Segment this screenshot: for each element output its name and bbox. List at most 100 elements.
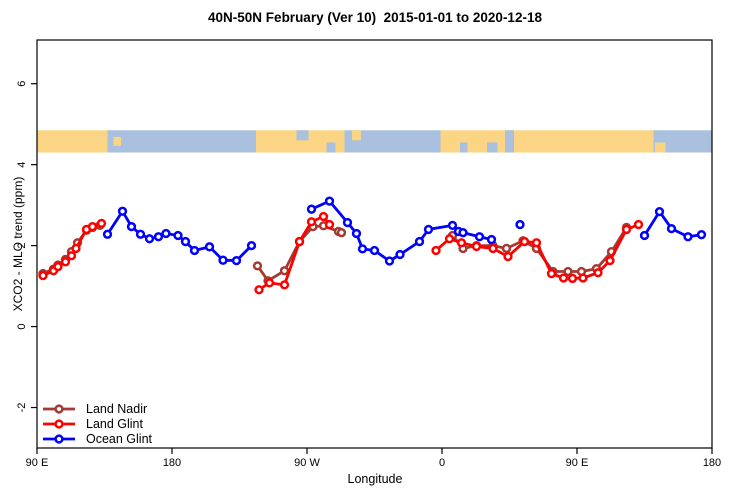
data-point-ocean-glint [231,255,242,266]
data-point-land-glint [444,234,455,244]
data-point-ocean-glint [173,230,183,241]
data-point-land-glint [431,245,441,256]
data-point-land-glint [456,238,467,248]
map-band-patch-ocean [296,130,309,141]
y-tick-label: -2 [16,403,28,413]
data-point-ocean-glint [474,232,485,242]
map-band-segment-ocean [653,130,712,153]
data-point-ocean-glint [218,255,228,265]
data-point-ocean-glint [324,196,335,206]
series-line-land-glint [435,223,640,280]
data-point-land-glint [488,243,498,254]
y-tick-label: 0 [16,324,28,330]
data-point-ocean-glint [126,221,137,232]
map-band-patch-ocean [505,130,514,153]
data-point-land-glint [87,221,98,232]
data-point-land-glint [294,236,305,247]
data-point-land-glint [567,273,578,284]
data-point-ocean-glint [666,223,677,234]
x-tick-label: 0 [439,457,445,469]
data-point-ocean-glint [683,232,693,242]
map-band-patch-ocean [487,142,498,153]
data-point-land-glint [66,251,77,261]
data-point-ocean-glint [351,228,362,239]
data-point-land-glint [593,268,603,278]
legend-marker-icon-ocean-glint [43,433,75,444]
data-point-land-glint [471,241,482,252]
data-point-ocean-glint [153,232,164,242]
data-point-land-nadir [501,243,512,254]
y-axis-label: XCO2 - MLO trend (ppm) [11,176,25,312]
legend-label-land-glint: Land Glint [86,416,143,431]
data-point-land-nadir [279,266,290,276]
map-band-segment-land [37,130,108,153]
data-point-ocean-glint [515,219,525,230]
y-tick-label: 6 [16,81,28,87]
data-point-ocean-glint [306,204,317,214]
data-point-land-glint [578,273,588,283]
map-band-segment-ocean [344,130,441,153]
data-point-land-glint [53,262,63,272]
x-tick-label: 90 W [294,457,320,469]
data-point-land-glint [621,224,632,235]
data-point-land-nadir [252,261,263,271]
map-band-segment-land [256,130,345,153]
data-point-ocean-glint [639,230,650,241]
legend: Land Nadir Land Glint Ocean Glint [42,401,152,446]
chart-title: 40N-50N February (Ver 10) 2015-01-01 to … [208,10,542,25]
legend-marker-icon-land-nadir [43,403,75,414]
data-point-ocean-glint [414,236,425,247]
data-point-ocean-glint [246,240,257,251]
y-tick-label: 2 [16,243,28,249]
data-point-ocean-glint [357,244,368,254]
map-band-segment-ocean [107,130,256,153]
data-point-ocean-glint [654,206,665,217]
series-line-land-nadir [256,224,343,283]
data-point-land-nadir [563,266,573,277]
data-point-ocean-glint [102,229,113,239]
data-point-ocean-glint [696,230,707,240]
data-point-ocean-glint [423,224,434,235]
x-tick-label: 180 [703,457,721,469]
legend-marker-icon-land-glint [43,418,75,429]
legend-item-land-glint: Land Glint [42,416,152,431]
data-point-ocean-glint [486,234,497,245]
map-band-segment-land [440,130,654,153]
x-axis-label: Longitude [347,472,403,486]
legend-label-land-nadir: Land Nadir [86,401,148,416]
data-point-land-glint [264,278,275,288]
legend-circle-ocean-glint [54,433,64,444]
data-point-ocean-glint [458,228,468,238]
x-tick-label: 90 E [566,457,589,469]
data-point-land-glint [558,273,569,283]
data-point-land-glint [254,285,264,295]
data-point-land-glint [503,251,513,262]
data-point-ocean-glint [180,236,191,247]
x-tick-label: 180 [163,457,181,469]
data-point-land-glint [546,268,557,279]
data-point-land-glint [633,219,644,230]
data-point-ocean-glint [447,220,458,231]
legend-circle-land-glint [54,418,64,429]
data-point-ocean-glint [189,245,200,256]
data-point-ocean-glint [384,256,395,266]
data-point-ocean-glint [369,245,380,256]
data-point-land-glint [38,270,48,281]
map-band-patch-land [113,136,121,146]
data-point-ocean-glint [161,228,171,239]
map-band-patch-land [352,130,361,141]
data-point-ocean-glint [342,217,353,228]
data-point-land-nadir [336,228,347,238]
legend-item-ocean-glint: Ocean Glint [42,431,152,446]
x-tick-label: 90 E [26,457,49,469]
data-point-land-glint [605,255,615,266]
data-point-land-glint [306,217,317,227]
data-point-land-glint [60,257,71,267]
data-point-land-glint [279,280,290,290]
data-point-ocean-glint [135,229,146,239]
data-point-ocean-glint [117,206,128,216]
data-point-land-glint [519,236,530,247]
map-band-patch-land [655,142,666,153]
